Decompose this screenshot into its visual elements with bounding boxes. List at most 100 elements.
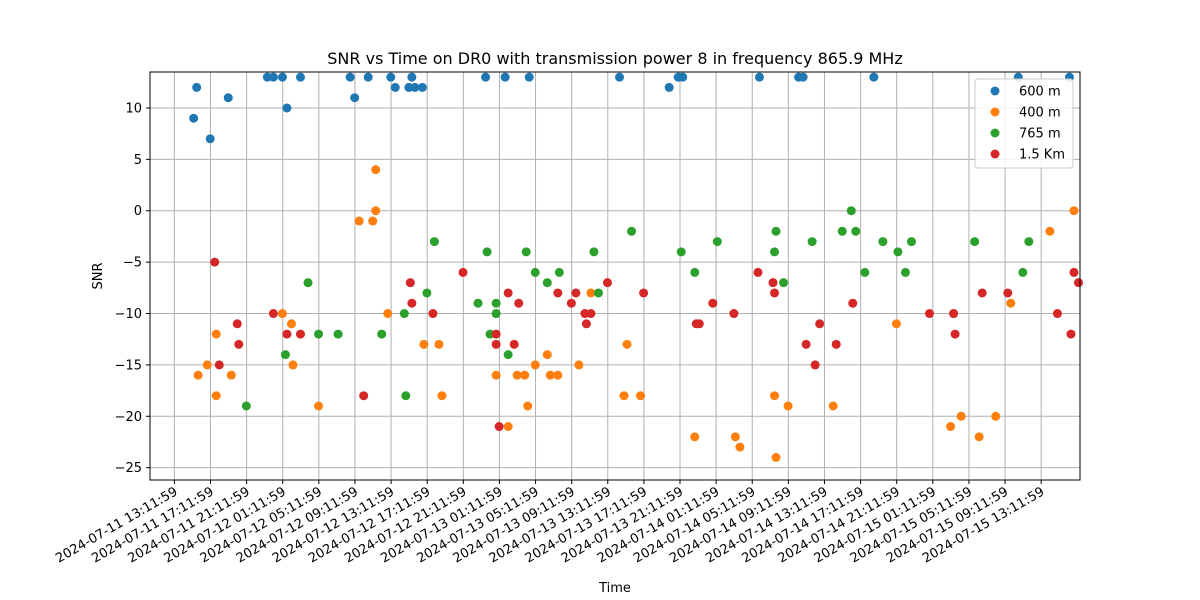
data-point	[1024, 237, 1034, 247]
data-point	[482, 247, 492, 257]
data-point	[491, 329, 501, 339]
data-point	[214, 360, 224, 370]
data-point	[754, 72, 764, 82]
y-axis-label: SNR	[91, 262, 106, 289]
data-point	[779, 278, 789, 288]
data-point	[676, 247, 686, 257]
data-point	[314, 329, 324, 339]
data-point	[946, 422, 956, 432]
data-point	[211, 329, 221, 339]
data-point	[735, 442, 745, 452]
plot-frame	[149, 71, 1081, 481]
y-tick-label: 0	[134, 204, 142, 219]
data-point	[860, 267, 870, 277]
data-point	[678, 72, 688, 82]
data-point	[429, 237, 439, 247]
data-point	[386, 72, 396, 82]
y-axis-ticks: 10 5 0 −5 −10 −15 −20 −25	[115, 101, 150, 476]
data-point	[268, 72, 278, 82]
data-point	[377, 329, 387, 339]
data-point	[282, 329, 292, 339]
data-point	[1073, 278, 1083, 288]
y-tick-label: −10	[115, 307, 142, 322]
data-point	[906, 237, 916, 247]
data-point	[708, 298, 718, 308]
y-tick-label: −20	[115, 410, 142, 425]
data-point	[694, 319, 704, 329]
data-point	[473, 298, 483, 308]
data-point	[345, 72, 355, 82]
data-point	[280, 350, 290, 360]
data-point	[619, 391, 629, 401]
data-point	[690, 267, 700, 277]
data-point	[226, 370, 236, 380]
data-point	[193, 370, 203, 380]
data-point	[574, 360, 584, 370]
data-point	[846, 206, 856, 216]
data-point	[458, 267, 468, 277]
data-point	[1066, 329, 1076, 339]
data-point	[434, 339, 444, 349]
data-point	[491, 298, 501, 308]
data-point	[363, 72, 373, 82]
data-point	[566, 298, 576, 308]
data-point	[286, 319, 296, 329]
data-point	[268, 309, 278, 319]
data-point	[520, 370, 530, 380]
data-point	[815, 319, 825, 329]
legend-label: 765 m	[1019, 127, 1061, 142]
data-point	[1006, 298, 1016, 308]
y-tick-label: 10	[125, 101, 142, 116]
data-point	[295, 329, 305, 339]
data-point	[509, 339, 519, 349]
data-point	[900, 267, 910, 277]
data-point	[991, 411, 1001, 421]
legend-marker	[990, 149, 1000, 159]
data-point	[636, 391, 646, 401]
data-point	[350, 93, 360, 103]
data-point	[828, 401, 838, 411]
data-point	[553, 288, 563, 298]
data-point	[1069, 206, 1079, 216]
data-point	[241, 401, 251, 411]
data-point	[639, 288, 649, 298]
data-point	[837, 226, 847, 236]
data-point	[810, 360, 820, 370]
data-point	[768, 278, 778, 288]
data-point	[503, 422, 513, 432]
data-point	[303, 278, 313, 288]
data-point	[542, 350, 552, 360]
data-point	[210, 257, 220, 267]
data-points	[189, 72, 1083, 462]
data-point	[491, 370, 501, 380]
data-point	[521, 247, 531, 257]
data-point	[770, 247, 780, 257]
data-point	[314, 401, 324, 411]
data-point	[753, 267, 763, 277]
legend-label: 400 m	[1019, 106, 1061, 121]
data-point	[232, 319, 242, 329]
data-point	[371, 206, 381, 216]
data-point	[798, 72, 808, 82]
legend-marker	[990, 86, 1000, 96]
data-point	[545, 370, 555, 380]
data-point	[586, 309, 596, 319]
data-point	[627, 226, 637, 236]
data-point	[419, 339, 429, 349]
data-point	[956, 411, 966, 421]
data-point	[405, 278, 415, 288]
series-1-5-km	[210, 257, 1083, 432]
data-point	[359, 391, 369, 401]
legend-box	[974, 78, 1074, 169]
data-point	[615, 72, 625, 82]
data-point	[530, 360, 540, 370]
data-point	[1003, 288, 1013, 298]
data-point	[622, 339, 632, 349]
data-point	[234, 339, 244, 349]
legend-marker	[990, 107, 1000, 117]
data-point	[553, 370, 563, 380]
data-point	[417, 82, 427, 92]
data-point	[807, 237, 817, 247]
data-point	[974, 432, 984, 442]
